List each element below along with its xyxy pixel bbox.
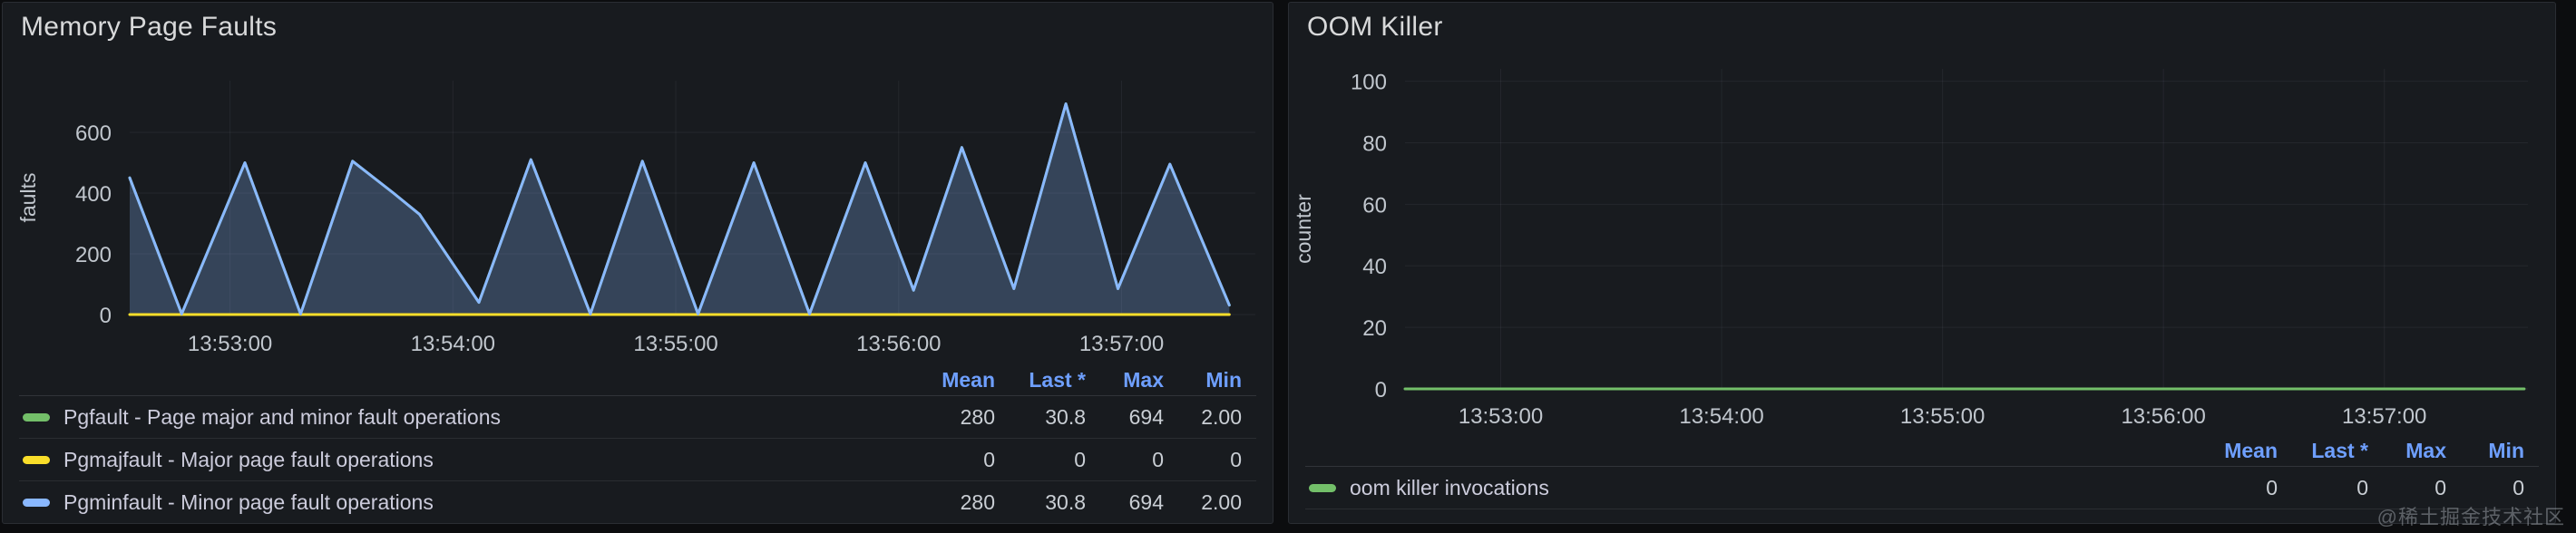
legend-stat-value: 0 xyxy=(2356,475,2368,499)
legend-stat-value: 280 xyxy=(960,489,995,514)
panel-title[interactable]: Memory Page Faults xyxy=(21,12,278,42)
panel-title[interactable]: OOM Killer xyxy=(1307,12,1443,42)
legend-stat-header[interactable]: Mean xyxy=(2224,439,2278,462)
legend-header-row: Mean Last * Max Min xyxy=(19,365,1256,396)
memory-page-faults-chart[interactable]: 0 200 400 600 13:53:00 13:54:00 13:55:00 13:56:… xyxy=(3,3,1273,524)
legend-stat-value: 280 xyxy=(960,404,995,429)
legend-stat-header[interactable]: Min xyxy=(2488,439,2524,462)
legend-stat-value: 694 xyxy=(1128,404,1164,429)
series-name: Pgfault - Page major and minor fault ope… xyxy=(63,404,501,429)
series-name: oom killer invocations xyxy=(1350,475,1549,499)
legend-stat-value: 0 xyxy=(2513,475,2524,499)
legend-stat-value: 30.8 xyxy=(1045,489,1086,514)
legend-stat-value: 0 xyxy=(1074,447,1086,471)
y-tick-label: 80 xyxy=(1362,131,1387,156)
grid-lines xyxy=(1405,69,2528,390)
legend-header-row: Mean Last * Max Min xyxy=(1305,436,2539,467)
legend-row: Pgfault - Page major and minor fault ope… xyxy=(19,396,1256,439)
legend-stat-value: 694 xyxy=(1128,489,1164,514)
panel-oom-killer: 0 20 40 60 80 100 13:53:00 13:54:00 13:55:00 13:5… xyxy=(1288,2,2556,524)
legend-stat-value: 30.8 xyxy=(1045,404,1086,429)
legend-stat-header[interactable]: Last * xyxy=(1029,368,1086,392)
legend-table: Mean Last * Max Min Pgfault - Page major and… xyxy=(19,365,1256,523)
legend-stat-value: 2.00 xyxy=(1201,489,1242,514)
series-color-pill xyxy=(23,498,50,507)
series-name: Pgminfault - Minor page fault operations xyxy=(63,489,434,514)
legend-stat-header[interactable]: Max xyxy=(1123,368,1164,392)
legend-series-label[interactable]: Pgfault - Page major and minor fault ope… xyxy=(23,405,893,430)
legend-stat-header[interactable]: Min xyxy=(1205,368,1242,392)
y-tick-label: 40 xyxy=(1362,255,1387,279)
x-tick-label: 13:57:00 xyxy=(1079,332,1164,356)
x-tick-label: 13:56:00 xyxy=(856,332,941,356)
legend-row: oom killer invocations 0 0 0 0 xyxy=(1305,467,2539,509)
series-color-pill xyxy=(23,412,50,422)
panel-memory-page-faults: 0 200 400 600 13:53:00 13:54:00 13:55:00 13:56:… xyxy=(2,2,1273,524)
legend-stat-value: 0 xyxy=(1152,447,1164,471)
legend-stat-value: 0 xyxy=(2435,475,2446,499)
x-tick-label: 13:55:00 xyxy=(633,332,717,356)
legend-stat-value: 0 xyxy=(2266,475,2278,499)
x-tick-label: 13:54:00 xyxy=(1679,404,1763,429)
y-axis-title: faults xyxy=(16,173,40,223)
series-line xyxy=(128,102,1231,315)
x-tick-label: 13:55:00 xyxy=(1900,404,1985,429)
series-color-pill xyxy=(23,455,50,464)
series-color-pill xyxy=(1309,483,1336,492)
y-tick-label: 60 xyxy=(1362,193,1387,218)
x-tick-label: 13:54:00 xyxy=(411,332,495,356)
y-tick-label: 0 xyxy=(1375,378,1387,402)
legend-table: Mean Last * Max Min oom killer invocations 0 0… xyxy=(1305,436,2539,509)
y-tick-label: 600 xyxy=(75,121,112,146)
x-tick-label: 13:53:00 xyxy=(1459,404,1543,429)
series-area-fill xyxy=(130,103,1230,315)
y-axis-title: counter xyxy=(1292,194,1315,264)
series-name: Pgmajfault - Major page fault operations xyxy=(63,447,434,471)
legend-stat-header[interactable]: Max xyxy=(2405,439,2446,462)
legend-row: Pgminfault - Minor page fault operations… xyxy=(19,481,1256,523)
legend-stat-value: 2.00 xyxy=(1201,404,1242,429)
legend-stat-value: 0 xyxy=(983,447,995,471)
x-tick-label: 13:53:00 xyxy=(188,332,272,356)
legend-stat-header[interactable]: Last * xyxy=(2311,439,2368,462)
y-tick-label: 400 xyxy=(75,182,112,207)
y-tick-label: 200 xyxy=(75,243,112,267)
legend-series-label[interactable]: Pgminfault - Minor page fault operations xyxy=(23,490,893,515)
x-tick-label: 13:57:00 xyxy=(2342,404,2426,429)
legend-series-label[interactable]: oom killer invocations xyxy=(1309,476,2176,500)
y-tick-label: 20 xyxy=(1362,316,1387,341)
y-tick-label: 100 xyxy=(1351,71,1387,95)
y-tick-label: 0 xyxy=(100,304,112,328)
legend-series-label[interactable]: Pgmajfault - Major page fault operations xyxy=(23,448,893,472)
legend-row: Pgmajfault - Major page fault operations… xyxy=(19,439,1256,481)
oom-killer-chart[interactable]: 0 20 40 60 80 100 13:53:00 13:54:00 13:55:00 13:5… xyxy=(1289,3,2555,524)
x-tick-label: 13:56:00 xyxy=(2121,404,2205,429)
legend-stat-header[interactable]: Mean xyxy=(942,368,995,392)
legend-stat-value: 0 xyxy=(1230,447,1242,471)
